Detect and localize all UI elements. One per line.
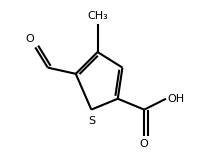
Text: O: O	[140, 139, 149, 149]
Text: O: O	[25, 34, 34, 44]
Text: OH: OH	[168, 94, 185, 104]
Text: CH₃: CH₃	[87, 11, 108, 21]
Text: S: S	[88, 116, 95, 126]
